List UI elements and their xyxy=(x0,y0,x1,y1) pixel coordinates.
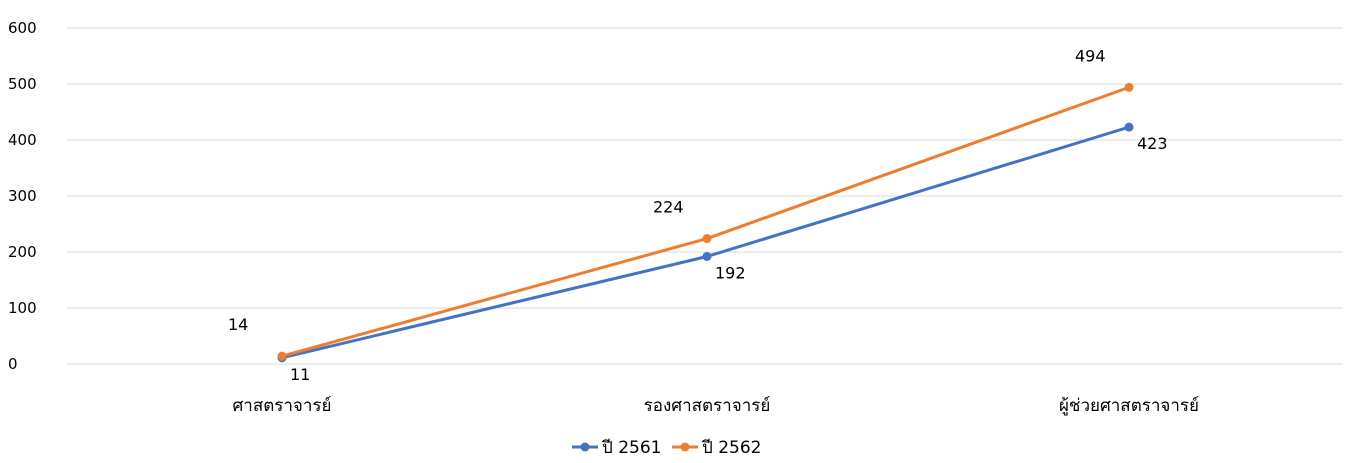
data-label: 224 xyxy=(653,198,684,217)
gridlines xyxy=(67,27,1343,365)
data-label: 494 xyxy=(1075,46,1106,65)
legend-label: ปี 2561 xyxy=(601,438,661,458)
x-tick-label: ผู้ช่วยศาสตราจารย์ xyxy=(1059,396,1199,416)
y-tick-label: 300 xyxy=(8,187,37,205)
data-point xyxy=(1124,122,1134,132)
series-lines xyxy=(277,82,1134,363)
y-tick-label: 500 xyxy=(8,75,37,93)
data-label: 192 xyxy=(715,263,746,282)
y-axis-ticks: 0 100 200 300 400 500 600 xyxy=(8,19,37,373)
legend-marker xyxy=(580,442,590,452)
y-tick-label: 100 xyxy=(8,299,37,317)
y-tick-label: 0 xyxy=(8,355,18,373)
data-label: 14 xyxy=(228,315,248,334)
y-tick-label: 600 xyxy=(8,19,37,37)
data-label: 423 xyxy=(1137,134,1168,153)
data-label: 11 xyxy=(290,365,310,384)
x-axis-ticks: ศาสตราจารย์ รองศาสตราจารย์ ผู้ช่วยศาสตราจา… xyxy=(232,396,1199,416)
x-tick-label: รองศาสตราจารย์ xyxy=(644,396,771,416)
x-tick-label: ศาสตราจารย์ xyxy=(232,396,331,416)
data-labels: 11 192 423 14 224 494 xyxy=(228,46,1168,383)
data-point xyxy=(1124,82,1134,92)
data-point xyxy=(702,234,712,244)
series-line xyxy=(280,85,1131,358)
legend: ปี 2561 ปี 2562 xyxy=(572,438,761,458)
legend-label: ปี 2562 xyxy=(701,438,761,458)
legend-marker xyxy=(680,442,690,452)
y-tick-label: 200 xyxy=(8,243,37,261)
data-point xyxy=(277,351,287,361)
y-tick-label: 400 xyxy=(8,131,37,149)
data-point xyxy=(702,251,712,261)
